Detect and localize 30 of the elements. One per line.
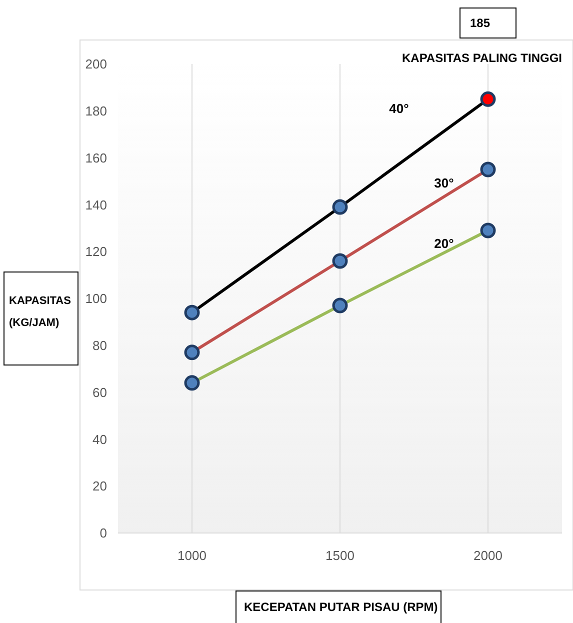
point [184,304,200,320]
y-tick-label: 40 [92,432,107,447]
x-axis-title: KECEPATAN PUTAR PISAU (RPM) [244,600,438,614]
text: 40° [389,101,409,116]
y-tick-label: 60 [92,384,107,400]
x-tick-label: 1000 [178,548,206,563]
point [184,375,200,391]
x-tick-label: 1500 [326,548,354,563]
y-tick-label: 0 [100,526,107,541]
annotation: KAPASITAS PALING TINGGI [402,51,562,65]
x-tick-label: 2000 [474,548,502,563]
point [332,298,348,314]
y-axis-title: KAPASITAS (KG/JAM) [9,295,71,329]
point [332,199,348,215]
y-tick-label: 180 [85,103,107,118]
point [480,162,496,178]
y-tick-label: 160 [85,150,107,166]
y-tick-label: 20 [92,478,107,494]
y-tick-label: 120 [85,244,107,260]
series-label: 30° [434,175,454,190]
point [184,344,200,360]
y-tick-label: 140 [85,197,107,212]
y-tick-label: 80 [92,338,107,353]
point [332,253,348,269]
point [480,222,496,238]
series-label: 20° [434,236,454,252]
y-tick-label: 200 [85,56,107,72]
y-tick-label: 100 [85,291,107,306]
text: 185 [470,16,490,30]
point [480,91,496,107]
